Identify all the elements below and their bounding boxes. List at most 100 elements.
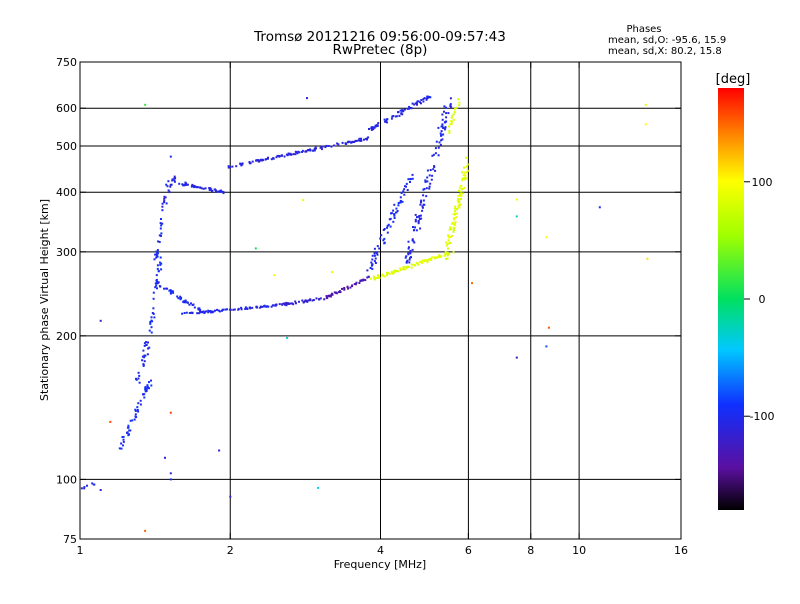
data-point bbox=[429, 169, 432, 171]
data-point bbox=[147, 347, 150, 350]
data-point bbox=[466, 169, 469, 172]
data-point bbox=[453, 217, 456, 220]
data-point bbox=[161, 222, 164, 225]
data-point bbox=[377, 122, 380, 125]
data-point bbox=[321, 148, 323, 151]
data-point bbox=[421, 205, 424, 208]
data-point bbox=[295, 302, 297, 305]
data-point bbox=[401, 109, 404, 112]
data-point bbox=[164, 196, 167, 199]
data-point bbox=[393, 213, 396, 216]
x-tick-label: 16 bbox=[674, 544, 688, 557]
data-point bbox=[154, 286, 157, 289]
data-point bbox=[222, 191, 225, 193]
data-point bbox=[169, 185, 172, 188]
data-point bbox=[393, 217, 396, 219]
data-point bbox=[233, 308, 236, 311]
data-point bbox=[325, 295, 328, 297]
data-point bbox=[471, 282, 473, 285]
data-point bbox=[294, 153, 297, 156]
data-point bbox=[447, 247, 449, 250]
data-point bbox=[598, 206, 601, 209]
data-point bbox=[438, 254, 441, 257]
data-point bbox=[359, 280, 362, 282]
data-point bbox=[321, 145, 324, 148]
y-tick-label: 200 bbox=[56, 330, 77, 343]
data-point bbox=[446, 243, 449, 245]
data-point bbox=[358, 137, 361, 140]
data-point bbox=[366, 269, 369, 272]
data-point bbox=[179, 295, 182, 298]
data-point bbox=[452, 113, 455, 116]
data-point bbox=[458, 101, 461, 104]
data-point bbox=[453, 227, 456, 230]
data-point bbox=[216, 308, 218, 311]
data-point bbox=[315, 297, 318, 300]
data-point bbox=[410, 266, 413, 269]
data-point bbox=[421, 206, 424, 209]
data-point bbox=[351, 285, 353, 288]
data-point bbox=[197, 186, 200, 189]
data-point bbox=[444, 251, 447, 254]
data-point bbox=[441, 123, 444, 126]
data-point bbox=[149, 322, 152, 325]
data-point bbox=[458, 199, 461, 202]
data-point bbox=[421, 261, 423, 264]
data-point bbox=[287, 152, 290, 155]
data-point bbox=[437, 126, 440, 129]
data-point bbox=[431, 256, 434, 259]
data-point bbox=[144, 388, 147, 391]
data-point bbox=[349, 286, 352, 289]
data-point bbox=[163, 201, 166, 204]
data-point bbox=[166, 185, 169, 188]
data-point bbox=[457, 198, 459, 200]
data-point bbox=[265, 158, 268, 160]
data-point bbox=[392, 272, 395, 275]
data-point bbox=[136, 408, 139, 411]
y-tick-label: 75 bbox=[63, 533, 77, 546]
data-point bbox=[289, 152, 292, 155]
data-point bbox=[452, 251, 455, 254]
data-point bbox=[221, 308, 224, 311]
data-point bbox=[191, 183, 194, 186]
data-point bbox=[383, 118, 386, 121]
data-point bbox=[442, 127, 445, 129]
data-point bbox=[134, 410, 137, 412]
data-point bbox=[190, 302, 192, 305]
y-tick-label: 500 bbox=[56, 140, 77, 153]
data-point bbox=[251, 306, 254, 309]
data-point bbox=[447, 234, 449, 237]
data-point bbox=[392, 115, 395, 117]
data-point bbox=[167, 189, 170, 192]
data-point bbox=[327, 145, 330, 147]
data-point bbox=[383, 237, 386, 240]
data-point bbox=[399, 268, 402, 271]
data-point bbox=[137, 402, 140, 405]
data-point bbox=[395, 211, 398, 214]
data-point bbox=[457, 206, 460, 209]
data-point bbox=[185, 182, 188, 185]
data-point bbox=[181, 312, 184, 315]
data-point bbox=[319, 146, 322, 149]
data-point bbox=[147, 341, 149, 344]
data-point bbox=[323, 298, 326, 301]
data-point bbox=[148, 329, 151, 332]
data-point bbox=[133, 418, 136, 421]
data-point bbox=[456, 199, 459, 202]
data-point bbox=[409, 256, 412, 259]
data-point bbox=[454, 213, 457, 216]
data-point bbox=[301, 149, 304, 152]
data-point bbox=[161, 205, 164, 208]
data-point bbox=[408, 105, 411, 108]
data-point bbox=[376, 245, 379, 248]
data-point bbox=[425, 98, 428, 101]
data-point bbox=[424, 179, 427, 182]
data-point bbox=[399, 196, 402, 199]
data-point bbox=[120, 447, 123, 450]
data-point bbox=[400, 192, 403, 194]
data-point bbox=[426, 259, 429, 262]
data-point bbox=[456, 208, 458, 211]
colorbar-tick-label: 0 bbox=[759, 293, 766, 306]
data-point bbox=[441, 138, 444, 141]
data-point bbox=[360, 138, 363, 141]
